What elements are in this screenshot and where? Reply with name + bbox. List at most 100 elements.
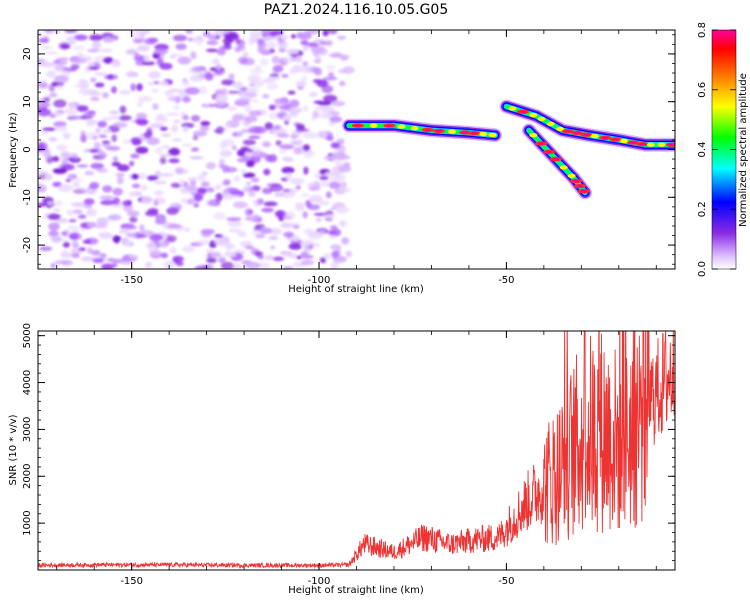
noise-blob [239, 240, 253, 248]
noise-blob [62, 132, 71, 140]
noise-blob [325, 210, 334, 216]
colorbar: 0.0 0.2 0.4 0.6 0.8 Normalized spectral ampl… [697, 22, 749, 277]
noise-blob [323, 252, 332, 260]
noise-blob [152, 103, 159, 111]
colorbar-tick-label: 0.4 [697, 142, 708, 158]
noise-blob [281, 166, 295, 174]
x-tick-label: -150 [120, 275, 143, 286]
noise-blob [165, 112, 180, 116]
noise-blob [93, 223, 108, 229]
noise-blob [38, 37, 50, 44]
noise-blob [282, 56, 296, 64]
noise-blob [181, 143, 193, 147]
noise-blob [119, 228, 130, 234]
noise-blob [38, 108, 52, 117]
y-tick-label: 3000 [22, 417, 33, 442]
noise-blob [56, 144, 68, 151]
noise-blob [87, 66, 98, 70]
noise-blob [282, 251, 291, 257]
noise-blob [38, 202, 45, 208]
noise-blob [201, 181, 210, 188]
noise-blob [170, 53, 184, 57]
noise-blob [264, 255, 274, 261]
noise-blob [323, 76, 338, 81]
noise-blob [159, 156, 167, 165]
noise-blob [182, 96, 191, 103]
noise-blob [190, 147, 200, 152]
noise-blob [325, 40, 333, 46]
noise-blob [234, 46, 241, 53]
noise-blob [72, 58, 87, 64]
noise-blob [337, 154, 351, 160]
noise-blob [112, 235, 122, 243]
noise-blob [85, 210, 95, 216]
noise-blob [237, 157, 250, 163]
noise-blob [128, 191, 138, 198]
noise-blob [72, 242, 80, 249]
noise-blob [136, 100, 143, 108]
noise-blob [80, 134, 87, 143]
noise-blob [154, 190, 164, 196]
noise-blob [315, 106, 326, 111]
noise-blob [223, 251, 237, 258]
noise-blob [205, 187, 215, 193]
noise-blob [101, 140, 111, 145]
noise-blob [163, 260, 176, 269]
noise-blob [206, 40, 219, 46]
noise-blob [122, 200, 132, 207]
noise-blob [185, 30, 193, 34]
noise-blob [111, 134, 117, 142]
noise-blob [288, 243, 302, 250]
noise-blob [149, 123, 165, 129]
noise-blob [143, 55, 150, 62]
noise-blob [95, 127, 101, 134]
ridge-hotspot [529, 112, 538, 118]
noise-blob [76, 164, 89, 168]
noise-blob [229, 190, 245, 196]
noise-blob [89, 34, 103, 41]
noise-blob [77, 52, 83, 57]
noise-blob [345, 250, 352, 258]
noise-blob [108, 115, 121, 120]
ridge-hotspot [508, 106, 517, 111]
ridge-hotspot [567, 173, 576, 178]
noise-blob [47, 213, 61, 221]
noise-blob [261, 207, 274, 213]
noise-blob [38, 31, 44, 37]
noise-blob [197, 174, 207, 182]
noise-blob [78, 87, 90, 96]
ridge-peak [386, 124, 393, 127]
noise-blob [157, 241, 168, 248]
noise-blob [50, 235, 63, 243]
noise-blob [43, 97, 51, 102]
noise-blob [275, 140, 282, 146]
noise-blob [134, 118, 141, 125]
noise-blob [53, 208, 61, 212]
ridge-peak [577, 185, 583, 188]
noise-blob [340, 181, 347, 189]
noise-blob [232, 201, 248, 209]
ridge-hotspot [546, 121, 555, 127]
noise-blob [153, 49, 169, 55]
noise-blob [249, 76, 258, 83]
noise-blob [130, 83, 136, 92]
noise-blob [274, 210, 288, 218]
noise-blob [302, 61, 309, 67]
noise-blob [124, 254, 130, 259]
noise-blob [306, 42, 319, 47]
noise-blob [136, 45, 150, 52]
noise-blob [250, 87, 260, 93]
noise-blob [308, 151, 316, 155]
noise-blob [233, 175, 240, 183]
ridge-hotspot [479, 131, 488, 137]
noise-blob [195, 39, 203, 46]
noise-blob [185, 184, 198, 192]
noise-blob [290, 99, 300, 108]
noise-blob [329, 225, 338, 229]
noise-blob [141, 196, 153, 204]
noise-blob [173, 105, 181, 110]
noise-blob [244, 208, 254, 217]
noise-blob [243, 149, 254, 153]
noise-blob [154, 43, 169, 51]
